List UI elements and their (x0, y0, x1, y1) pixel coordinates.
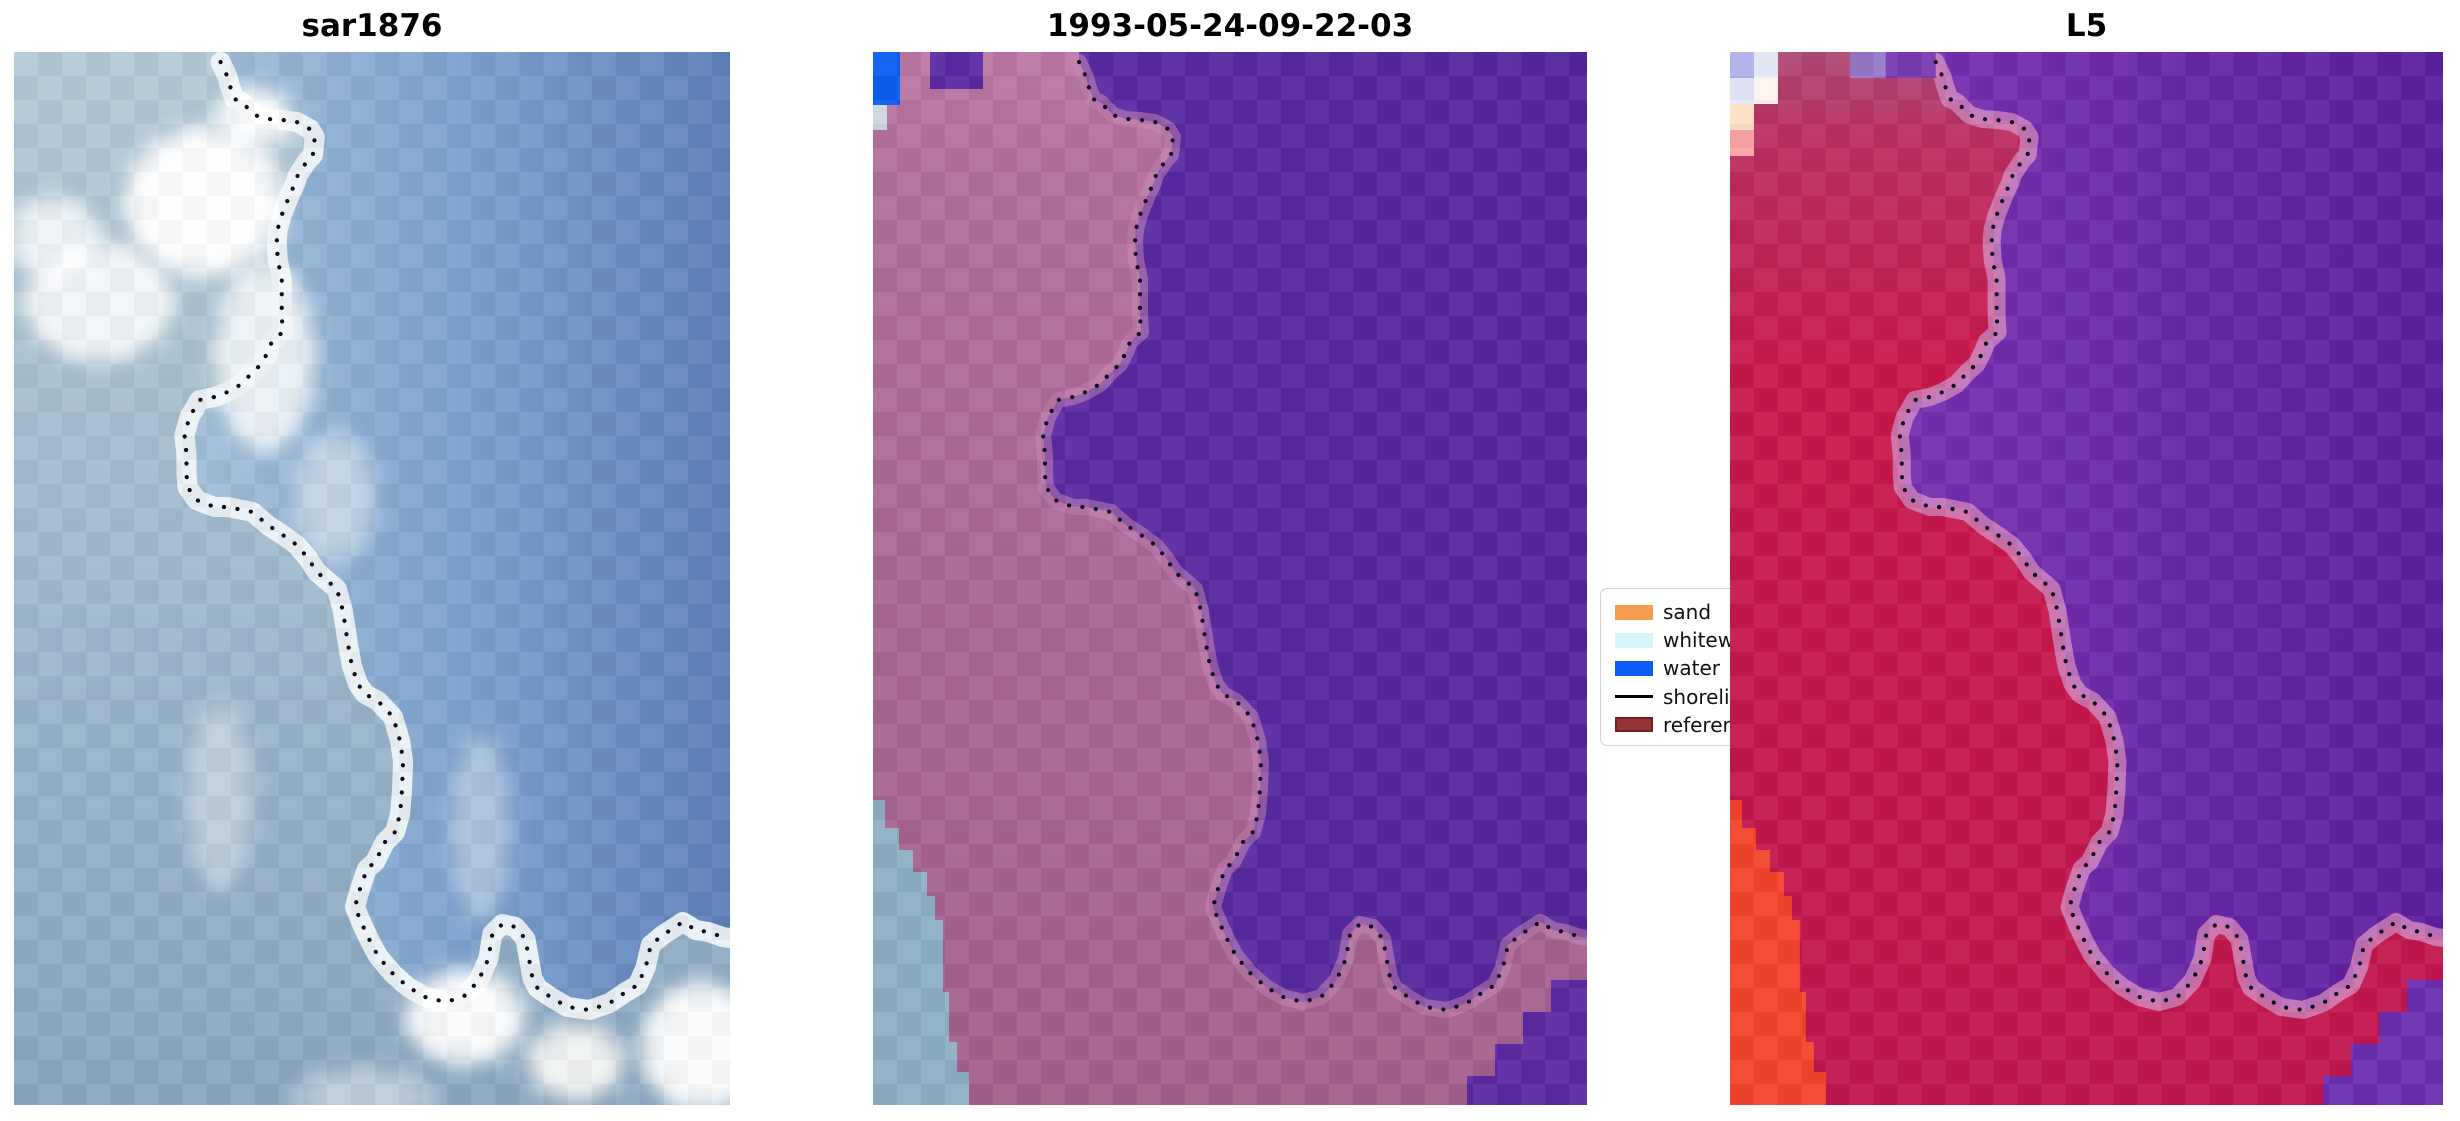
legend-label-sand: sand (1663, 600, 1712, 625)
water-color-swatch (1615, 660, 1653, 676)
panel-image-sar (14, 52, 730, 1105)
panel-title-date: 1993-05-24-09-22-03 (1046, 8, 1414, 44)
panel-image-l5 (1730, 52, 2443, 1105)
legend-item-sand: sand (1615, 598, 1827, 626)
panel-title-l5: L5 (2065, 8, 2108, 44)
panel-image-cls (873, 52, 1587, 1105)
shoreline-line-swatch (1615, 695, 1653, 699)
legend-label-water: water (1663, 656, 1720, 681)
legend-item-water: water (1615, 654, 1827, 682)
reference-color-swatch (1615, 717, 1653, 733)
panel-title-sar: sar1876 (301, 8, 443, 44)
sand-color-swatch (1615, 604, 1653, 620)
whitewater-color-swatch (1615, 632, 1653, 648)
